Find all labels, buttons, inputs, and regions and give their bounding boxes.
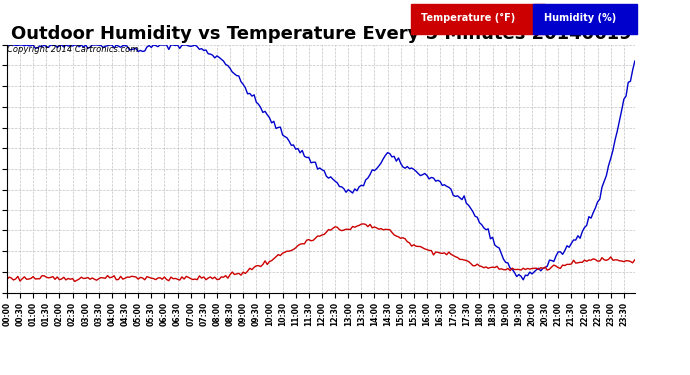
Text: Temperature (°F): Temperature (°F)	[421, 13, 515, 22]
Text: Copyright 2014 Cartronics.com: Copyright 2014 Cartronics.com	[7, 45, 138, 54]
Title: Outdoor Humidity vs Temperature Every 5 Minutes 20140619: Outdoor Humidity vs Temperature Every 5 …	[10, 26, 631, 44]
Text: Humidity (%): Humidity (%)	[544, 13, 616, 22]
